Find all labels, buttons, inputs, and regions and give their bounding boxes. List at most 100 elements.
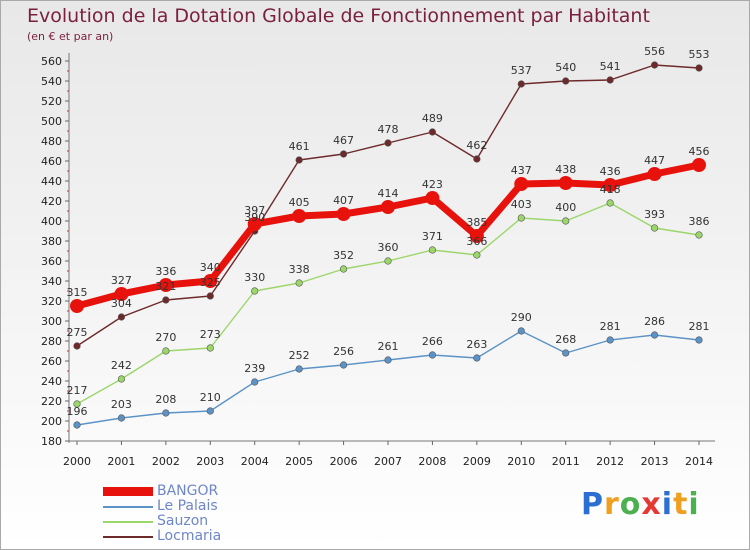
data-label: 371 xyxy=(422,230,443,243)
data-label: 393 xyxy=(644,208,665,221)
legend-label: Sauzon xyxy=(157,513,209,529)
data-label: 336 xyxy=(155,265,176,278)
data-label: 478 xyxy=(378,123,399,136)
data-point xyxy=(606,76,614,84)
y-tick-label: 300 xyxy=(41,315,62,328)
chart-subtitle: (en € et par an) xyxy=(27,30,114,43)
data-point xyxy=(650,61,659,69)
logo-letter: P xyxy=(581,487,604,522)
data-label: 438 xyxy=(555,163,576,176)
data-point xyxy=(162,347,170,355)
y-tick-label: 340 xyxy=(41,275,62,288)
data-point xyxy=(562,77,570,85)
data-point xyxy=(647,167,662,181)
data-label: 239 xyxy=(244,362,265,375)
data-label: 290 xyxy=(511,311,532,324)
data-label: 270 xyxy=(155,331,176,344)
legend-swatch xyxy=(103,505,153,508)
x-tick-label: 2005 xyxy=(285,455,313,468)
data-point xyxy=(114,287,129,301)
data-point xyxy=(517,80,525,88)
data-point xyxy=(73,421,81,429)
data-point xyxy=(469,229,484,243)
data-point xyxy=(428,246,437,254)
data-label: 281 xyxy=(600,320,621,333)
data-label: 403 xyxy=(511,198,532,211)
y-tick-label: 280 xyxy=(41,335,62,348)
data-label: 405 xyxy=(289,196,310,209)
data-label: 321 xyxy=(155,280,176,293)
data-label: 275 xyxy=(67,326,88,339)
data-point xyxy=(206,407,214,415)
data-point xyxy=(70,299,84,313)
proxiti-logo: Proxiti xyxy=(581,487,700,522)
data-point xyxy=(695,64,703,72)
logo-letter: i xyxy=(688,487,700,522)
data-label: 436 xyxy=(600,165,621,178)
data-label: 540 xyxy=(555,61,576,74)
data-point xyxy=(251,287,259,295)
data-label: 217 xyxy=(67,384,88,397)
data-point xyxy=(295,279,303,287)
data-point xyxy=(336,207,351,221)
y-tick-label: 480 xyxy=(41,135,62,148)
data-label: 414 xyxy=(378,187,399,200)
data-label: 196 xyxy=(67,405,88,418)
data-label: 327 xyxy=(111,274,132,287)
x-tick-label: 2004 xyxy=(241,455,269,468)
data-point xyxy=(251,378,259,386)
data-point xyxy=(295,365,303,373)
x-tick-label: 2013 xyxy=(641,455,669,468)
data-label: 462 xyxy=(466,139,487,152)
data-point xyxy=(162,296,170,304)
data-point xyxy=(517,327,525,335)
data-point xyxy=(606,336,614,344)
data-label: 330 xyxy=(244,271,265,284)
data-label: 261 xyxy=(378,340,399,353)
data-point xyxy=(381,200,395,214)
chart-title: Evolution de la Dotation Globale de Fonc… xyxy=(27,5,650,27)
x-tick-label: 2008 xyxy=(418,455,446,468)
y-tick-label: 200 xyxy=(41,415,62,428)
logo-letter: i xyxy=(661,487,674,522)
data-label: 556 xyxy=(644,45,665,58)
data-label: 208 xyxy=(155,393,176,406)
data-point xyxy=(295,156,303,164)
legend-item: BANGOR xyxy=(103,484,221,499)
data-label: 203 xyxy=(111,398,132,411)
data-point xyxy=(384,356,392,364)
data-label: 447 xyxy=(644,154,665,167)
data-point xyxy=(514,177,529,191)
data-label: 273 xyxy=(200,328,221,341)
data-label: 400 xyxy=(555,201,576,214)
data-point xyxy=(73,400,81,408)
y-tick-label: 240 xyxy=(41,375,62,388)
legend-swatch xyxy=(103,520,153,523)
data-point xyxy=(473,251,481,259)
data-label: 407 xyxy=(333,194,354,207)
x-tick-label: 2010 xyxy=(507,455,535,468)
data-label: 390 xyxy=(244,211,265,224)
data-label: 437 xyxy=(511,164,532,177)
y-tick-label: 320 xyxy=(41,295,62,308)
y-tick-label: 560 xyxy=(41,55,62,68)
x-tick-label: 2003 xyxy=(196,455,224,468)
legend: BANGOR Le Palais Sauzon Locmaria xyxy=(103,484,221,544)
y-tick-label: 420 xyxy=(41,195,62,208)
data-label: 397 xyxy=(244,204,265,217)
data-point xyxy=(558,176,573,190)
data-point xyxy=(339,150,348,158)
logo-letter: o xyxy=(619,487,642,522)
data-point xyxy=(603,178,618,192)
series-line xyxy=(76,202,700,405)
data-point xyxy=(203,274,218,288)
data-point xyxy=(339,265,348,273)
data-point xyxy=(117,375,126,383)
data-point xyxy=(425,191,440,205)
data-label: 281 xyxy=(689,320,710,333)
data-label: 537 xyxy=(511,64,532,77)
logo-letter: x xyxy=(641,487,662,522)
x-tick-label: 2006 xyxy=(330,455,358,468)
legend-swatch xyxy=(103,535,153,538)
data-label: 210 xyxy=(200,391,221,404)
